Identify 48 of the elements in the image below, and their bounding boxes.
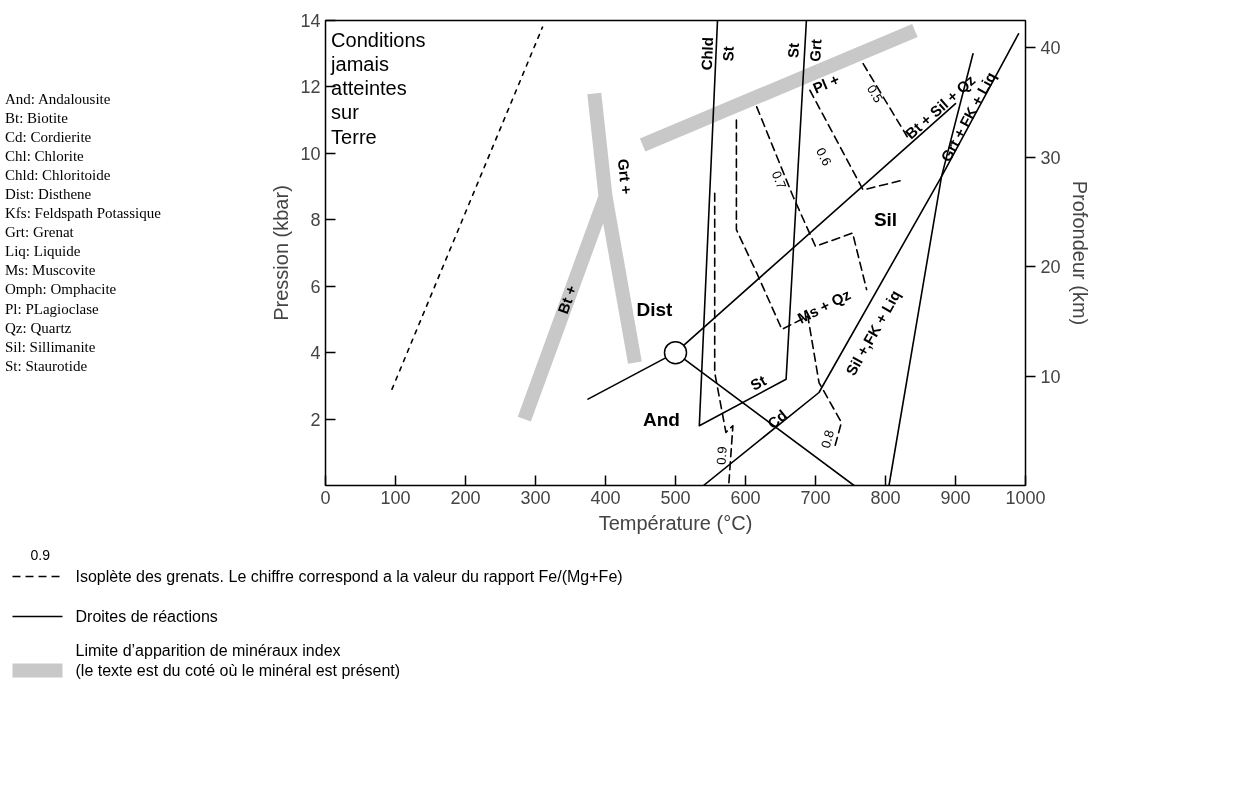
annotation: 0.8 [817,428,837,450]
annotation: St [784,42,803,59]
y-tick-label: 2 [310,409,321,430]
y2-tick-label: 30 [1040,147,1061,168]
y-tick-label: 6 [310,276,321,297]
y-tick-label: 14 [300,11,321,31]
x-tick-label: 800 [870,487,901,508]
annotation: Pl + [810,70,843,97]
text: 0.9 [30,546,51,563]
x-axis-title: Température (°C) [598,511,753,534]
annotation: Ms + Qz [794,285,854,327]
x-tick-label: 100 [380,487,411,508]
annotation: 0.7 [768,168,790,192]
annotation: Sil [873,209,898,231]
annotation: Bt + [554,282,580,316]
y-tick-label: 8 [310,210,321,231]
text: And: Andalousite Bt: Biotite Cd: Cordierite Chl: Chlorite Chld: Chloritoide Dist: Disthene Kfs: Feldspath Potassique Grt: Grenat Liq: Liquide Ms: Muscovite Omph: Omphacite Pl: PLagioclase Qz: Quartz Sil: Sillimanite St: Staurotide [5,91,161,374]
y-tick-label: 12 [300,77,321,98]
x-tick-label: 600 [730,487,761,508]
x-tick-label: 900 [940,487,971,508]
y2-axis-title: Profondeur (km) [1068,180,1091,326]
annotation: 0.5 [863,81,887,106]
annotation: St [719,45,737,62]
y-tick-label: 10 [300,143,321,164]
annotation: Dist [636,298,674,320]
annotation: Chld [697,36,717,71]
y2-tick-label: 10 [1040,366,1061,387]
y-tick-label: 4 [310,343,321,364]
annotation: 0.6 [813,145,835,169]
x-tick-label: 400 [590,487,621,508]
legend-label: Limite d’apparition de minéraux index (le texte est du coté où le minéral est présent) [75,641,401,680]
legend-label: Isoplète des grenats. Le chiffre correspond a la valeur du rapport Fe/(Mg+Fe) [75,568,623,585]
y2-tick-label: 20 [1040,257,1061,278]
annotation: 0.9 [713,446,730,466]
y2-tick-label: 40 [1040,38,1061,59]
annotation: Grt [806,38,825,63]
annotation: And [643,408,680,430]
x-tick-label: 0 [320,487,331,508]
x-tick-label: 500 [660,487,691,508]
annotation: Grt + [614,158,636,196]
x-tick-label: 300 [520,487,551,508]
x-tick-label: 700 [800,487,831,508]
x-tick-label: 1000 [1005,487,1046,508]
legend-label: Droites de réactions [75,608,218,625]
annotation: Conditions jamais atteintes sur Terre [330,28,426,148]
y-axis-title: Pression (kbar) [270,185,293,321]
annotation: St [747,371,769,394]
x-tick-label: 200 [450,487,481,508]
